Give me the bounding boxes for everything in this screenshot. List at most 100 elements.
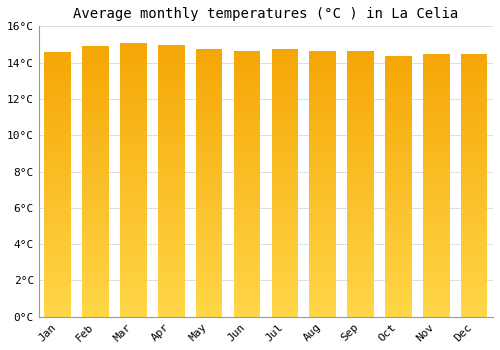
Bar	[196, 223, 222, 226]
Bar	[82, 76, 109, 79]
Bar	[423, 257, 450, 259]
Bar	[461, 144, 487, 146]
Bar	[158, 119, 184, 121]
Bar	[310, 282, 336, 285]
Bar	[310, 120, 336, 122]
Bar	[234, 83, 260, 85]
Bar	[423, 241, 450, 243]
Bar	[348, 306, 374, 309]
Bar	[310, 293, 336, 295]
Bar	[158, 287, 184, 290]
Bar	[44, 205, 71, 208]
Bar	[423, 78, 450, 80]
Bar	[423, 278, 450, 280]
Bar	[44, 142, 71, 145]
Bar	[120, 257, 146, 259]
Bar	[461, 306, 487, 309]
Bar	[385, 150, 411, 153]
Bar	[158, 75, 184, 78]
Bar	[461, 299, 487, 301]
Bar	[158, 211, 184, 213]
Bar	[196, 266, 222, 268]
Bar	[461, 283, 487, 285]
Bar	[385, 174, 411, 176]
Bar	[82, 84, 109, 87]
Bar	[158, 273, 184, 276]
Bar	[385, 75, 411, 77]
Bar	[82, 100, 109, 103]
Bar	[348, 234, 374, 237]
Bar	[423, 233, 450, 236]
Bar	[44, 126, 71, 128]
Bar	[423, 104, 450, 107]
Bar	[348, 69, 374, 72]
Bar	[44, 81, 71, 84]
Bar	[234, 248, 260, 250]
Bar	[44, 78, 71, 81]
Bar	[423, 220, 450, 222]
Bar	[196, 113, 222, 116]
Bar	[348, 226, 374, 229]
Bar	[196, 124, 222, 127]
Bar	[423, 196, 450, 199]
Bar	[82, 268, 109, 271]
Bar	[44, 60, 71, 62]
Bar	[461, 128, 487, 131]
Bar	[120, 155, 146, 158]
Bar	[385, 309, 411, 312]
Bar	[385, 293, 411, 296]
Bar	[461, 215, 487, 217]
Bar	[310, 122, 336, 125]
Bar	[120, 46, 146, 48]
Bar	[120, 95, 146, 97]
Bar	[44, 190, 71, 192]
Bar	[196, 239, 222, 242]
Bar	[44, 155, 71, 158]
Bar	[348, 131, 374, 133]
Bar	[158, 59, 184, 62]
Bar	[272, 245, 298, 247]
Bar	[310, 264, 336, 266]
Bar	[423, 128, 450, 131]
Bar	[120, 84, 146, 86]
Bar	[44, 229, 71, 232]
Bar	[120, 78, 146, 81]
Bar	[385, 252, 411, 254]
Bar	[82, 141, 109, 144]
Bar	[234, 99, 260, 101]
Bar	[120, 204, 146, 207]
Bar	[158, 295, 184, 298]
Bar	[461, 122, 487, 125]
Bar	[234, 178, 260, 181]
Bar	[461, 264, 487, 267]
Bar	[423, 212, 450, 215]
Bar	[196, 57, 222, 60]
Bar	[196, 260, 222, 263]
Bar	[120, 215, 146, 218]
Bar	[348, 242, 374, 245]
Bar	[120, 51, 146, 54]
Bar	[461, 104, 487, 107]
Bar	[272, 231, 298, 234]
Bar	[82, 82, 109, 84]
Bar	[385, 218, 411, 220]
Bar	[158, 314, 184, 317]
Bar	[196, 303, 222, 306]
Bar	[461, 222, 487, 225]
Bar	[44, 121, 71, 123]
Bar	[348, 314, 374, 317]
Bar	[234, 240, 260, 242]
Bar	[120, 314, 146, 317]
Bar	[423, 246, 450, 248]
Bar	[310, 91, 336, 93]
Bar	[158, 91, 184, 94]
Bar	[234, 120, 260, 122]
Bar	[272, 295, 298, 298]
Bar	[461, 91, 487, 94]
Bar	[385, 241, 411, 244]
Bar	[234, 197, 260, 200]
Bar	[158, 301, 184, 303]
Bar	[158, 187, 184, 189]
Bar	[272, 242, 298, 245]
Bar	[310, 131, 336, 133]
